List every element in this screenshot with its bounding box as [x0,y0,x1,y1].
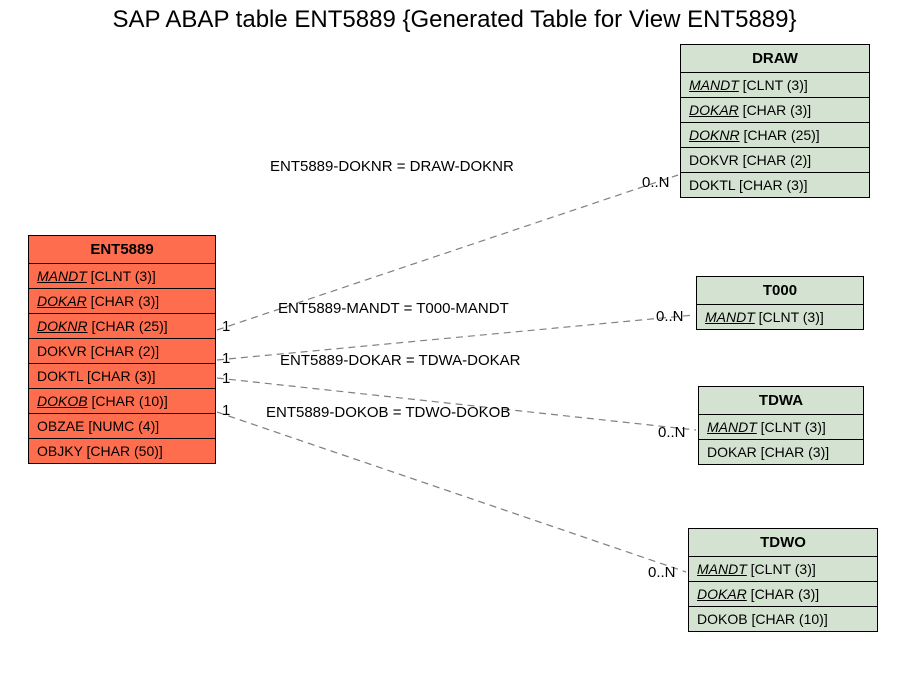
table-field: DOKAR [CHAR (3)] [699,440,863,464]
table-field: DOKVR [CHAR (2)] [29,339,215,364]
table-field: MANDT [CLNT (3)] [681,73,869,98]
table-header: ENT5889 [29,236,215,264]
table-header: DRAW [681,45,869,73]
table-field: OBZAE [NUMC (4)] [29,414,215,439]
diagram-title: SAP ABAP table ENT5889 {Generated Table … [0,6,909,34]
target-table: T000MANDT [CLNT (3)] [696,276,864,330]
cardinality-source: 1 [222,402,230,419]
table-field: DOKAR [CHAR (3)] [29,289,215,314]
relation-label: ENT5889-DOKOB = TDWO-DOKOB [266,404,510,421]
cardinality-source: 1 [222,350,230,367]
table-field: OBJKY [CHAR (50)] [29,439,215,463]
table-field: MANDT [CLNT (3)] [699,415,863,440]
table-field: DOKOB [CHAR (10)] [29,389,215,414]
relation-label: ENT5889-DOKAR = TDWA-DOKAR [280,352,520,369]
table-field: MANDT [CLNT (3)] [689,557,877,582]
table-field: MANDT [CLNT (3)] [697,305,863,329]
cardinality-target: 0..N [656,308,684,325]
table-header: T000 [697,277,863,305]
table-field: DOKTL [CHAR (3)] [681,173,869,197]
table-field: DOKNR [CHAR (25)] [681,123,869,148]
target-table: DRAWMANDT [CLNT (3)]DOKAR [CHAR (3)]DOKN… [680,44,870,198]
cardinality-target: 0..N [642,174,670,191]
table-field: DOKAR [CHAR (3)] [689,582,877,607]
table-field: DOKOB [CHAR (10)] [689,607,877,631]
table-field: MANDT [CLNT (3)] [29,264,215,289]
table-header: TDWO [689,529,877,557]
table-field: DOKAR [CHAR (3)] [681,98,869,123]
table-header: TDWA [699,387,863,415]
cardinality-target: 0..N [658,424,686,441]
cardinality-source: 1 [222,318,230,335]
relation-label: ENT5889-MANDT = T000-MANDT [278,300,509,317]
table-field: DOKVR [CHAR (2)] [681,148,869,173]
target-table: TDWOMANDT [CLNT (3)]DOKAR [CHAR (3)]DOKO… [688,528,878,632]
cardinality-target: 0..N [648,564,676,581]
cardinality-source: 1 [222,370,230,387]
source-table: ENT5889MANDT [CLNT (3)]DOKAR [CHAR (3)]D… [28,235,216,464]
relation-label: ENT5889-DOKNR = DRAW-DOKNR [270,158,514,175]
target-table: TDWAMANDT [CLNT (3)]DOKAR [CHAR (3)] [698,386,864,465]
table-field: DOKTL [CHAR (3)] [29,364,215,389]
table-field: DOKNR [CHAR (25)] [29,314,215,339]
